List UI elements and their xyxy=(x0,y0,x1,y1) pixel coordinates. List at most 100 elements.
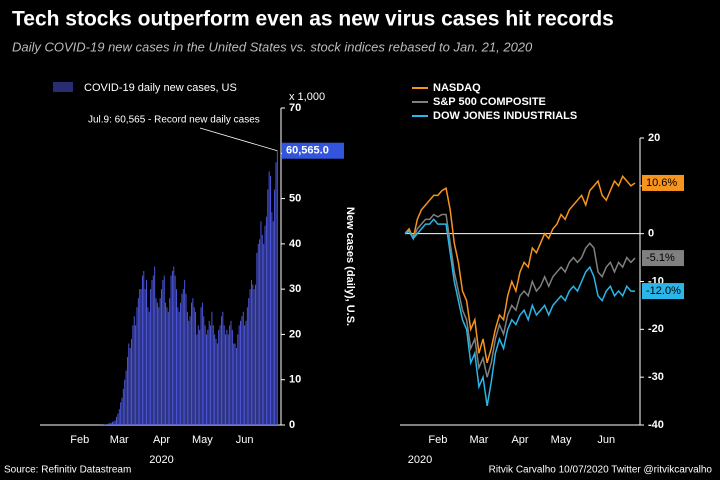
bar xyxy=(193,307,195,425)
bar xyxy=(225,334,227,425)
bar xyxy=(271,212,273,425)
bar xyxy=(215,338,217,425)
bar xyxy=(250,280,252,425)
x-tick-label: May xyxy=(551,434,572,446)
bar xyxy=(148,311,150,425)
chart-subtitle: Daily COVID-19 new cases in the United S… xyxy=(12,39,533,54)
y-tick-label: 0 xyxy=(289,419,295,431)
bar xyxy=(135,325,137,425)
bar xyxy=(230,320,232,425)
bar xyxy=(117,413,119,425)
bar xyxy=(242,311,244,425)
bar xyxy=(111,421,113,425)
bar xyxy=(109,423,111,425)
value-label: 60,565.0 xyxy=(286,145,329,157)
bar xyxy=(253,289,255,425)
x-axis-title: 2020 xyxy=(408,454,432,466)
bar xyxy=(107,423,109,425)
legend-label: COVID-19 daily new cases, US xyxy=(84,82,237,94)
bar xyxy=(143,271,145,425)
bar xyxy=(244,325,246,425)
x-tick-label: Apr xyxy=(511,434,528,446)
bar xyxy=(182,289,184,425)
bar xyxy=(201,302,203,425)
legend-label: NASDAQ xyxy=(433,82,481,94)
end-label-box xyxy=(642,174,684,191)
bar xyxy=(226,329,228,425)
bar xyxy=(110,422,112,425)
chart-title: Tech stocks outperform even as new virus… xyxy=(12,8,614,31)
bar xyxy=(124,379,126,425)
value-label-box xyxy=(282,142,344,159)
bar xyxy=(276,150,278,426)
bar xyxy=(133,316,135,425)
bar xyxy=(122,388,124,425)
bar xyxy=(128,343,130,425)
bar xyxy=(219,325,221,425)
bar xyxy=(200,307,202,425)
bar xyxy=(256,252,258,425)
bar xyxy=(162,280,164,425)
bar xyxy=(192,298,194,425)
bar xyxy=(220,316,222,425)
bar xyxy=(120,402,122,425)
bar xyxy=(231,329,233,425)
bar xyxy=(140,289,142,425)
bar xyxy=(268,171,270,425)
bar xyxy=(167,311,169,425)
y-tick-label: -40 xyxy=(648,419,664,431)
bar xyxy=(173,266,175,425)
bar xyxy=(237,334,239,425)
bar xyxy=(252,284,254,425)
bar xyxy=(139,289,141,425)
end-label: 10.6% xyxy=(646,177,677,189)
y-tick-label: 70 xyxy=(289,102,301,114)
x-tick-label: Jun xyxy=(597,434,615,446)
bar xyxy=(210,325,212,425)
bar xyxy=(260,221,262,425)
annotation: Jul.9: 60,565 - Record new daily cases xyxy=(88,115,260,126)
bar xyxy=(155,298,157,425)
bar xyxy=(240,320,242,425)
bar xyxy=(113,421,115,425)
end-label-box xyxy=(642,250,684,267)
bar xyxy=(166,307,168,425)
bar xyxy=(174,275,176,425)
legend-label: S&P 500 COMPOSITE xyxy=(433,96,546,108)
bar xyxy=(190,302,192,425)
bar xyxy=(116,416,118,425)
bar xyxy=(204,325,206,425)
bar xyxy=(223,325,225,425)
bar xyxy=(208,320,210,425)
bar xyxy=(267,189,269,425)
x-axis-title: 2020 xyxy=(149,454,173,466)
y-tick-label: -30 xyxy=(648,371,664,383)
bar xyxy=(195,311,197,425)
line xyxy=(404,218,635,406)
bar xyxy=(132,325,134,425)
bar xyxy=(238,325,240,425)
bar xyxy=(151,280,153,425)
bar xyxy=(144,289,146,425)
credit: Ritvik Carvalho 10/07/2020 Twitter @ritv… xyxy=(489,465,713,476)
bar xyxy=(180,302,182,425)
bar xyxy=(188,320,190,425)
bar xyxy=(170,275,172,425)
bar xyxy=(150,289,152,425)
bar xyxy=(181,293,183,425)
y-tick-label: 10 xyxy=(289,374,301,386)
bar xyxy=(141,275,143,425)
end-label-box xyxy=(642,283,684,300)
bar xyxy=(129,348,131,425)
bar xyxy=(146,280,147,425)
y-tick-label: -20 xyxy=(648,323,664,335)
line xyxy=(404,174,636,364)
x-tick-label: Apr xyxy=(153,434,170,446)
bar xyxy=(207,329,209,425)
x-tick-label: Jun xyxy=(236,434,254,446)
bar xyxy=(114,420,116,425)
bar xyxy=(126,357,128,425)
end-label: -5.1% xyxy=(646,252,675,264)
bar xyxy=(248,298,250,425)
y-tick-label: 0 xyxy=(648,228,654,240)
